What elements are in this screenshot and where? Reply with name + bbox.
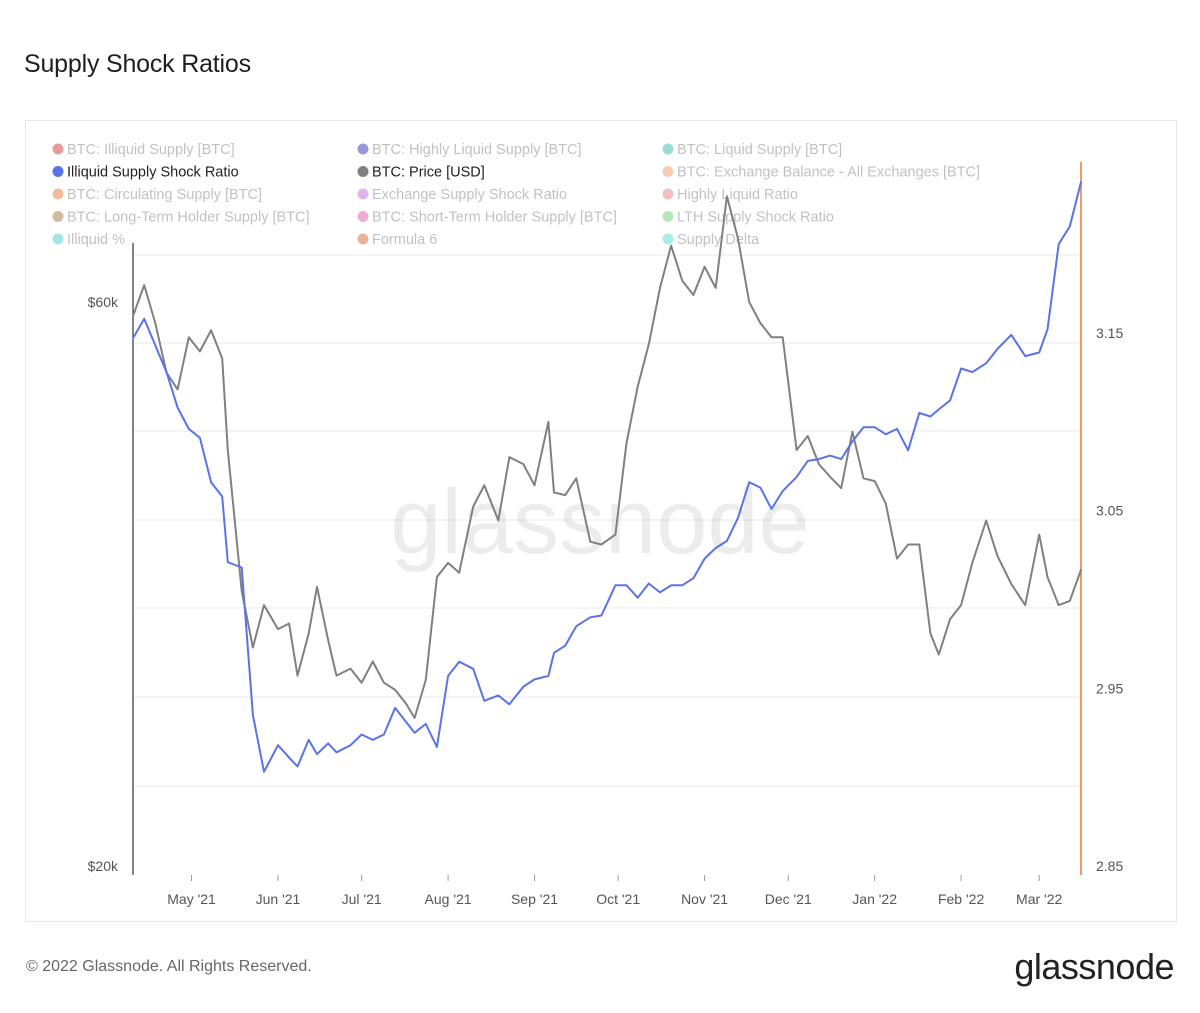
legend-swatch-icon [357, 188, 369, 200]
legend-label: BTC: Price [USD] [372, 165, 485, 181]
legend-label: Supply Delta [677, 232, 760, 248]
legend-swatch-icon [357, 211, 369, 222]
x-tick-label: Jan '22 [852, 891, 897, 907]
x-tick-label: Aug '21 [425, 891, 472, 907]
series-group [132, 181, 1082, 773]
legend-swatch-icon [662, 188, 674, 200]
x-tick-label: May '21 [167, 891, 216, 907]
legend-item[interactable]: BTC: Price [USD] [357, 165, 485, 181]
legend-label: Exchange Supply Shock Ratio [372, 187, 567, 203]
legend-label: Illiquid Supply Shock Ratio [67, 165, 239, 181]
legend-item[interactable]: Illiquid % [52, 232, 126, 248]
legend-swatch-icon [52, 211, 64, 222]
legend-label: BTC: Short-Term Holder Supply [BTC] [372, 210, 617, 226]
legend-label: BTC: Highly Liquid Supply [BTC] [372, 142, 582, 158]
legend-swatch-icon [662, 143, 674, 155]
gridlines [133, 254, 1081, 787]
y-right-tick-label: 3.05 [1096, 503, 1123, 519]
y-left-tick-label: $60k [88, 294, 119, 310]
legend-swatch-icon [357, 143, 369, 155]
legend-swatch-icon [357, 166, 369, 177]
legend-swatch-icon [52, 188, 64, 200]
legend-item[interactable]: Illiquid Supply Shock Ratio [52, 165, 239, 181]
footer-logo: glassnode [1014, 946, 1174, 987]
legend: BTC: Illiquid Supply [BTC] BTC: Highly Li… [52, 142, 981, 248]
legend-swatch-icon [662, 211, 674, 222]
price-series-line [132, 195, 1082, 719]
legend-item[interactable]: Supply Delta [662, 232, 761, 248]
x-tick-label: Mar '22 [1016, 891, 1062, 907]
axis-ticks: May '21 Jun '21 Jul '21 Aug '21 Sep '21 Oct '… [88, 294, 1124, 907]
legend-item[interactable]: BTC: Liquid Supply [BTC] [662, 142, 843, 158]
y-right-tick-label: 3.15 [1096, 325, 1123, 341]
x-tick-label: Jul '21 [342, 891, 382, 907]
legend-item[interactable]: LTH Supply Shock Ratio [662, 210, 834, 226]
legend-item[interactable]: BTC: Exchange Balance - All Exchanges [B… [662, 165, 981, 181]
legend-swatch-icon [357, 233, 369, 245]
legend-label: Formula 6 [372, 232, 437, 248]
legend-item[interactable]: BTC: Illiquid Supply [BTC] [52, 142, 235, 158]
legend-swatch-icon [52, 166, 64, 177]
legend-swatch-icon [52, 143, 64, 155]
x-tick-label: Sep '21 [511, 891, 558, 907]
legend-item[interactable]: BTC: Short-Term Holder Supply [BTC] [357, 210, 617, 226]
x-tick-label: Dec '21 [765, 891, 812, 907]
legend-item[interactable]: Highly Liquid Ratio [662, 187, 798, 203]
page-title: Supply Shock Ratios [24, 50, 251, 78]
legend-swatch-icon [52, 233, 64, 245]
y-right-tick-label: 2.85 [1096, 858, 1123, 874]
legend-swatch-icon [662, 166, 674, 177]
legend-label: BTC: Liquid Supply [BTC] [677, 142, 842, 158]
y-left-tick-label: $20k [88, 858, 119, 874]
legend-item[interactable]: Exchange Supply Shock Ratio [357, 187, 568, 203]
legend-item[interactable]: BTC: Circulating Supply [BTC] [52, 187, 263, 203]
legend-label: BTC: Long-Term Holder Supply [BTC] [67, 210, 310, 226]
legend-label: BTC: Illiquid Supply [BTC] [67, 142, 235, 158]
ratio-series-line [132, 181, 1082, 773]
legend-item[interactable]: Formula 6 [357, 232, 438, 248]
y-right-tick-label: 2.95 [1096, 680, 1123, 696]
legend-label: Highly Liquid Ratio [677, 187, 798, 203]
footer-copyright: © 2022 Glassnode. All Rights Reserved. [26, 958, 312, 975]
legend-swatch-icon [662, 233, 674, 245]
x-tick-label: Jun '21 [256, 891, 301, 907]
x-tick-label: Oct '21 [596, 891, 640, 907]
watermark: glassnode [390, 471, 809, 573]
legend-label: Illiquid % [67, 232, 125, 248]
legend-label: BTC: Circulating Supply [BTC] [67, 187, 262, 203]
x-tick-label: Nov '21 [681, 891, 728, 907]
legend-label: BTC: Exchange Balance - All Exchanges [B… [677, 165, 980, 181]
legend-item[interactable]: BTC: Highly Liquid Supply [BTC] [357, 142, 582, 158]
x-tick-label: Feb '22 [938, 891, 984, 907]
legend-item[interactable]: BTC: Long-Term Holder Supply [BTC] [52, 210, 310, 226]
legend-label: LTH Supply Shock Ratio [677, 210, 834, 226]
